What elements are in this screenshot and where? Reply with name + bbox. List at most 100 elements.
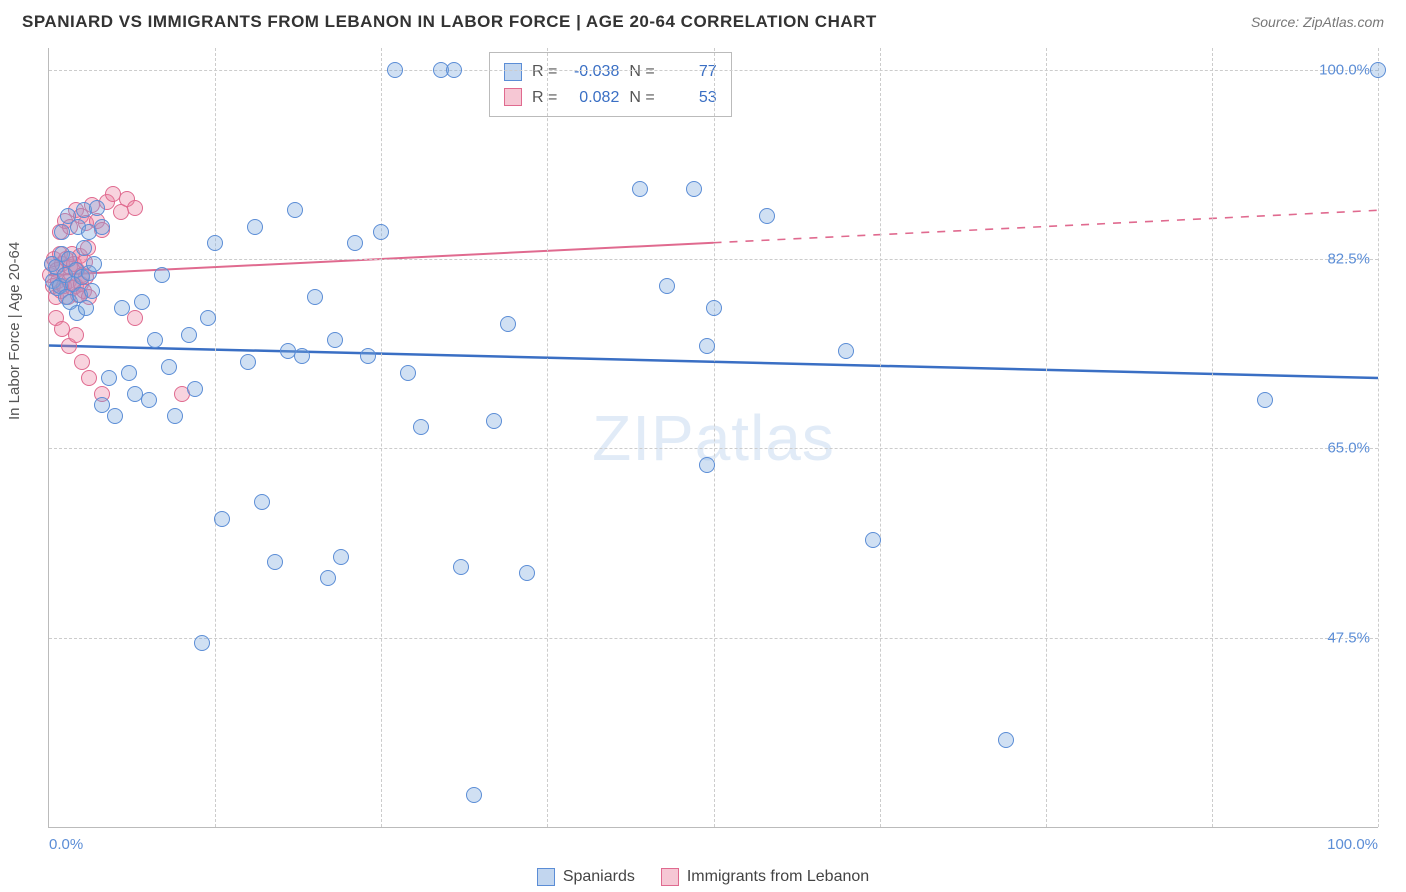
scatter-point-blue	[134, 294, 150, 310]
scatter-point-blue	[181, 327, 197, 343]
legend-item-2: Immigrants from Lebanon	[661, 868, 869, 886]
scatter-point-blue	[194, 635, 210, 651]
scatter-point-blue	[486, 413, 502, 429]
scatter-point-blue	[114, 300, 130, 316]
scatter-point-pink	[68, 327, 84, 343]
scatter-point-blue	[373, 224, 389, 240]
scatter-point-blue	[294, 348, 310, 364]
x-tick-label: 100.0%	[1327, 836, 1378, 853]
swatch-pink-icon	[661, 868, 679, 886]
scatter-point-blue	[89, 200, 105, 216]
scatter-point-blue	[207, 235, 223, 251]
scatter-point-blue	[865, 532, 881, 548]
scatter-point-blue	[254, 494, 270, 510]
scatter-point-blue	[76, 240, 92, 256]
scatter-point-pink	[127, 200, 143, 216]
scatter-point-blue	[347, 235, 363, 251]
r-label-2: R =	[532, 85, 557, 111]
scatter-point-blue	[187, 381, 203, 397]
swatch-blue-icon	[504, 63, 522, 81]
r-label-1: R =	[532, 59, 557, 85]
scatter-point-pink	[74, 354, 90, 370]
scatter-point-blue	[998, 732, 1014, 748]
chart-plot-area: ZIPatlas R = -0.038 N = 77 R = 0.082 N =…	[48, 48, 1378, 828]
n-label-2: N =	[629, 85, 654, 111]
y-axis-label: In Labor Force | Age 20-64	[6, 242, 23, 420]
scatter-point-blue	[200, 310, 216, 326]
stats-row-1: R = -0.038 N = 77	[504, 59, 717, 85]
scatter-point-blue	[327, 332, 343, 348]
scatter-point-blue	[240, 354, 256, 370]
n-label-1: N =	[629, 59, 654, 85]
scatter-point-blue	[94, 219, 110, 235]
swatch-blue-icon	[537, 868, 555, 886]
r-value-1: -0.038	[567, 59, 619, 85]
scatter-point-blue	[287, 202, 303, 218]
scatter-point-blue	[141, 392, 157, 408]
stats-legend-box: R = -0.038 N = 77 R = 0.082 N = 53	[489, 52, 732, 117]
scatter-point-blue	[759, 208, 775, 224]
stats-row-2: R = 0.082 N = 53	[504, 85, 717, 111]
gridline-v	[1212, 48, 1213, 827]
n-value-2: 53	[665, 85, 717, 111]
y-tick-label: 47.5%	[1327, 629, 1370, 646]
scatter-point-blue	[446, 62, 462, 78]
n-value-1: 77	[665, 59, 717, 85]
scatter-point-blue	[632, 181, 648, 197]
scatter-point-blue	[466, 787, 482, 803]
scatter-point-blue	[84, 283, 100, 299]
scatter-point-blue	[214, 511, 230, 527]
scatter-point-pink	[81, 370, 97, 386]
scatter-point-pink	[105, 186, 121, 202]
gridline-v	[1378, 48, 1379, 827]
scatter-point-blue	[247, 219, 263, 235]
scatter-point-blue	[154, 267, 170, 283]
scatter-point-blue	[400, 365, 416, 381]
scatter-point-blue	[167, 408, 183, 424]
scatter-point-blue	[838, 343, 854, 359]
scatter-point-blue	[101, 370, 117, 386]
scatter-point-blue	[78, 300, 94, 316]
y-tick-label: 100.0%	[1319, 61, 1370, 78]
legend-label-1: Spaniards	[563, 868, 635, 886]
scatter-point-blue	[267, 554, 283, 570]
bottom-legend: Spaniards Immigrants from Lebanon	[0, 868, 1406, 886]
gridline-v	[381, 48, 382, 827]
scatter-point-blue	[333, 549, 349, 565]
scatter-point-blue	[121, 365, 137, 381]
scatter-point-blue	[107, 408, 123, 424]
gridline-v	[1046, 48, 1047, 827]
legend-label-2: Immigrants from Lebanon	[687, 868, 869, 886]
scatter-point-blue	[413, 419, 429, 435]
scatter-point-blue	[147, 332, 163, 348]
swatch-pink-icon	[504, 88, 522, 106]
gridline-v	[714, 48, 715, 827]
scatter-point-blue	[686, 181, 702, 197]
scatter-point-blue	[519, 565, 535, 581]
scatter-point-pink	[127, 310, 143, 326]
y-tick-label: 82.5%	[1327, 250, 1370, 267]
r-value-2: 0.082	[567, 85, 619, 111]
gridline-v	[880, 48, 881, 827]
scatter-point-blue	[699, 338, 715, 354]
scatter-point-blue	[161, 359, 177, 375]
scatter-point-blue	[659, 278, 675, 294]
scatter-point-blue	[1370, 62, 1386, 78]
legend-item-1: Spaniards	[537, 868, 635, 886]
scatter-point-blue	[86, 256, 102, 272]
scatter-point-blue	[320, 570, 336, 586]
scatter-point-blue	[387, 62, 403, 78]
scatter-point-blue	[307, 289, 323, 305]
scatter-point-blue	[54, 224, 70, 240]
scatter-point-blue	[706, 300, 722, 316]
scatter-point-blue	[453, 559, 469, 575]
y-tick-label: 65.0%	[1327, 440, 1370, 457]
scatter-point-blue	[699, 457, 715, 473]
scatter-point-blue	[1257, 392, 1273, 408]
gridline-v	[547, 48, 548, 827]
source-label: Source: ZipAtlas.com	[1251, 14, 1384, 30]
scatter-point-blue	[500, 316, 516, 332]
scatter-point-blue	[360, 348, 376, 364]
chart-title: SPANIARD VS IMMIGRANTS FROM LEBANON IN L…	[22, 12, 877, 32]
x-tick-label: 0.0%	[49, 836, 83, 853]
